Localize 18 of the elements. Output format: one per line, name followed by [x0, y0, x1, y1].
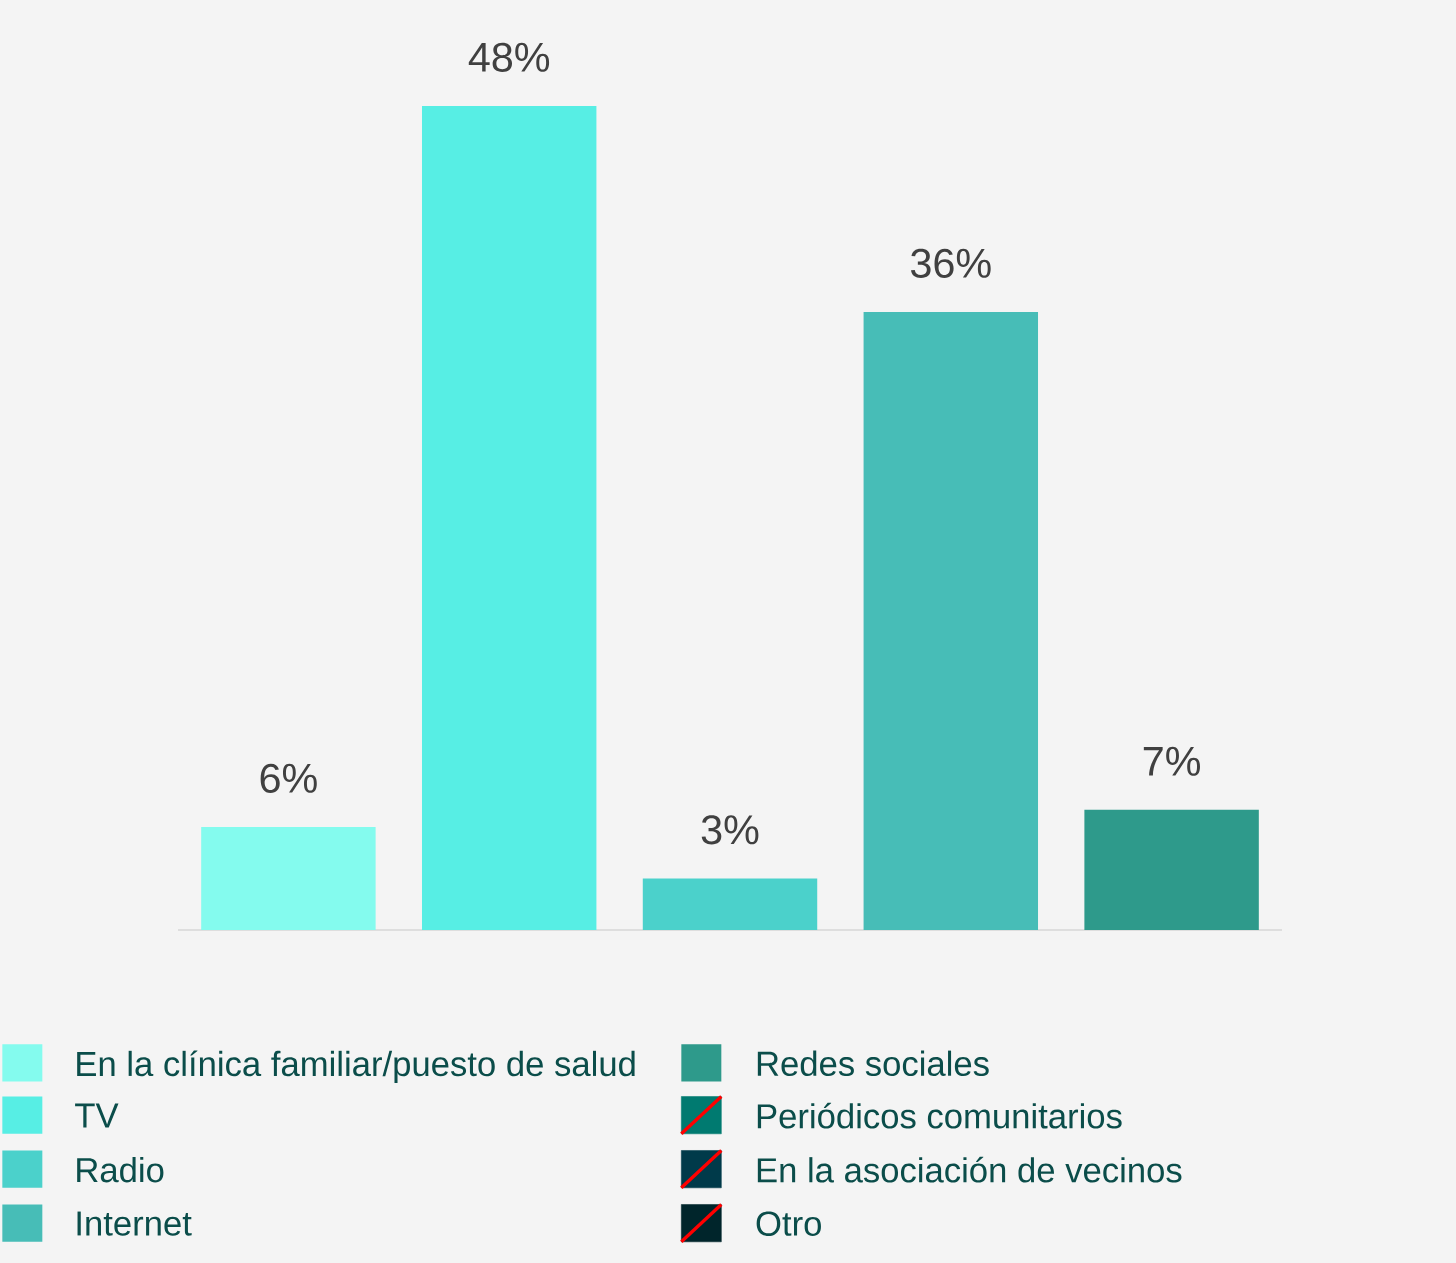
legend-label: Internet: [77, 1211, 192, 1236]
legend-label: Redes sociales: [757, 1050, 989, 1077]
data-label: 48%: [468, 42, 550, 72]
data-label: 6%: [260, 763, 317, 793]
legend-label: En la asociación de vecinos: [757, 1156, 1182, 1183]
legend-label: Radio: [77, 1156, 164, 1183]
bar: [642, 878, 818, 930]
legend-label: TV: [75, 1103, 119, 1128]
legend-label: En la clínica familiar/puesto de salud: [77, 1050, 635, 1084]
bar: [201, 826, 376, 930]
bar: [863, 311, 1039, 930]
legend-label: Otro: [756, 1211, 821, 1236]
data-label: 36%: [911, 248, 991, 278]
bar: [421, 105, 597, 930]
data-label: 3%: [701, 815, 759, 845]
legend-label: Periódicos comunitarios: [757, 1102, 1122, 1129]
bar: [1084, 809, 1259, 930]
data-label: 7%: [1143, 746, 1200, 776]
